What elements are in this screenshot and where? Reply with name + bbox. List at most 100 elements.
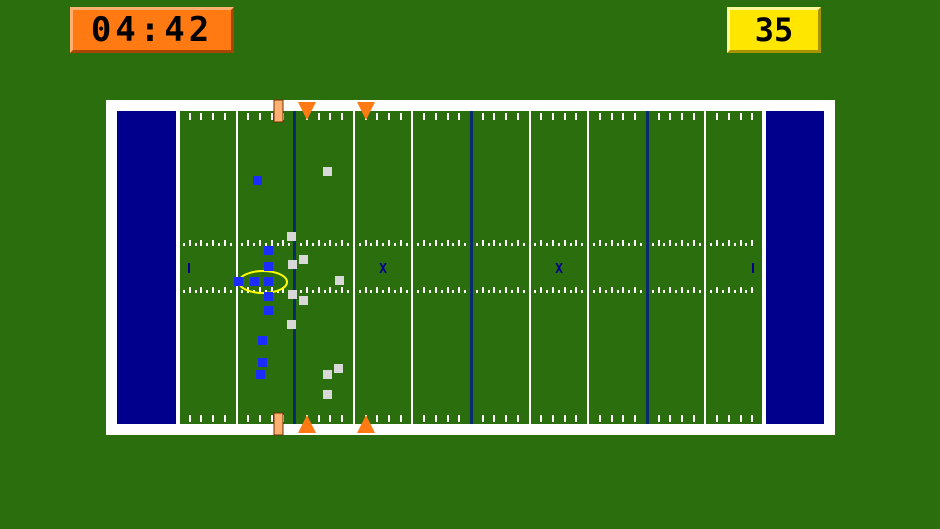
yard-tick (493, 415, 495, 422)
hash-dot (523, 290, 525, 293)
offense-player[interactable] (264, 306, 273, 315)
yard-tick (247, 113, 249, 120)
yard-tick (376, 287, 378, 293)
yard-tick (575, 287, 577, 293)
yard-tick (353, 240, 355, 246)
hash-dot (370, 290, 372, 293)
yard-tick (751, 240, 753, 246)
yard-tick (200, 240, 202, 246)
offense-player[interactable] (253, 176, 262, 185)
yard-tick (411, 240, 413, 246)
hash-dot (253, 243, 255, 246)
yard-tick (341, 287, 343, 293)
hash-dot (464, 290, 466, 293)
defense-player[interactable] (335, 276, 344, 285)
hash-dot (265, 290, 267, 293)
yard-tick (505, 240, 507, 246)
yard-tick (564, 113, 566, 120)
yard-tick (751, 287, 753, 293)
yard-tick (318, 113, 320, 120)
hash-dot (241, 290, 243, 293)
hash-dot (499, 243, 501, 246)
hash-dot (300, 290, 302, 293)
right-endzone (765, 111, 824, 424)
offense-player[interactable] (258, 358, 267, 367)
hash-dot (699, 243, 701, 246)
offense-player[interactable] (234, 277, 243, 286)
yard-tick (435, 240, 437, 246)
yard-tick (552, 113, 554, 120)
yard-tick (435, 113, 437, 120)
yard-tick (728, 415, 730, 422)
yard-tick (482, 415, 484, 422)
yard-tick (704, 415, 706, 422)
yard-tick (447, 240, 449, 246)
defense-player[interactable] (299, 255, 308, 264)
yard-tick (493, 240, 495, 246)
yard-tick (493, 113, 495, 120)
hash-dot (722, 290, 724, 293)
hash-dot (312, 290, 314, 293)
defense-player[interactable] (288, 290, 297, 299)
yard-tick (669, 113, 671, 120)
yard-tick (236, 287, 238, 293)
yard-tick (376, 415, 378, 422)
ball-carrier[interactable] (250, 277, 259, 286)
hash-dot (476, 243, 478, 246)
offense-player[interactable] (264, 292, 273, 301)
yard-tick (458, 415, 460, 422)
yard-tick (529, 415, 531, 422)
yard-tick (411, 287, 413, 293)
yard-tick (423, 113, 425, 120)
defense-player[interactable] (323, 167, 332, 176)
yard-tick (658, 113, 660, 120)
hash-dot (593, 290, 595, 293)
hash-dot (570, 290, 572, 293)
offense-player[interactable] (264, 277, 273, 286)
yard-tick (329, 415, 331, 422)
hash-dot (511, 290, 513, 293)
yard-tick (517, 287, 519, 293)
hash-dot (534, 243, 536, 246)
yard-tick (189, 240, 191, 246)
defense-player[interactable] (287, 320, 296, 329)
yard-tick (271, 240, 273, 246)
offense-player[interactable] (264, 262, 273, 271)
offense-player[interactable] (258, 336, 267, 345)
yard-tick (447, 287, 449, 293)
yard-tick (341, 113, 343, 120)
yard-tick (622, 240, 624, 246)
offense-player[interactable] (264, 246, 273, 255)
offense-player[interactable] (256, 370, 265, 379)
yard-tick (400, 287, 402, 293)
hash-dot (288, 243, 290, 246)
defense-player[interactable] (323, 390, 332, 399)
yard-tick (529, 287, 531, 293)
yard-tick (658, 415, 660, 422)
hash-dot (382, 243, 384, 246)
hash-dot (359, 243, 361, 246)
defense-player[interactable] (287, 232, 296, 241)
hash-x-marker: X (555, 262, 563, 277)
yard-tick (575, 415, 577, 422)
defense-player[interactable] (288, 260, 297, 269)
yard-tick (435, 415, 437, 422)
yard-tick (411, 415, 413, 422)
yard-tick (259, 415, 261, 422)
yard-tick (728, 240, 730, 246)
yard-tick (681, 287, 683, 293)
hash-dot (628, 290, 630, 293)
defense-player[interactable] (323, 370, 332, 379)
down-marker-top (273, 99, 284, 123)
hash-dot (488, 290, 490, 293)
yard-tick (622, 287, 624, 293)
defense-player[interactable] (334, 364, 343, 373)
defense-player[interactable] (299, 296, 308, 305)
hash-dot (452, 243, 454, 246)
hash-dot (617, 290, 619, 293)
yard-line (704, 111, 706, 424)
hash-dot (687, 243, 689, 246)
hash-dot (581, 290, 583, 293)
yard-tick (611, 113, 613, 120)
yard-tick (693, 415, 695, 422)
